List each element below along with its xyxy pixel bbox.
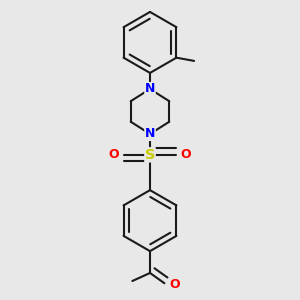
Text: S: S (145, 148, 155, 162)
Text: N: N (145, 128, 155, 140)
Text: O: O (109, 148, 119, 161)
Text: N: N (145, 82, 155, 95)
Text: O: O (169, 278, 180, 291)
Text: O: O (181, 148, 191, 161)
